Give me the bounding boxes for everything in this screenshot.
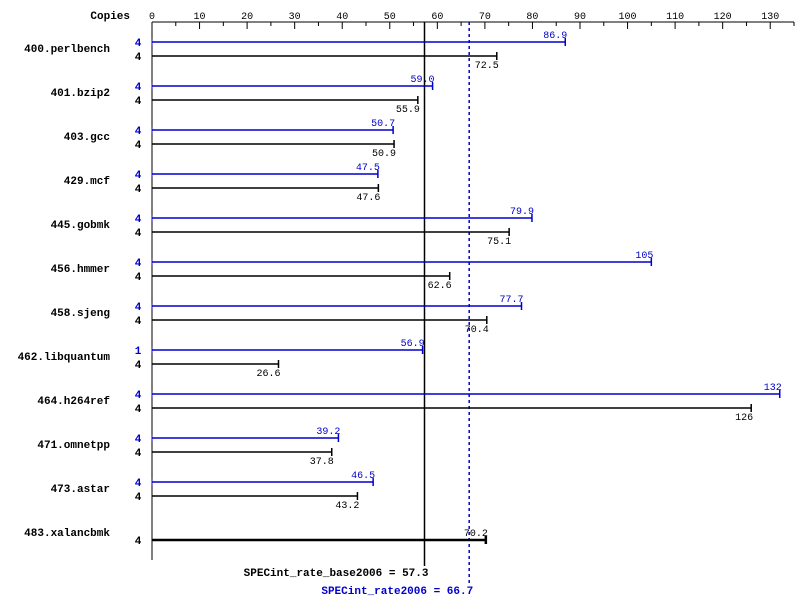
peak-value: 132 — [764, 383, 782, 394]
peak-value: 47.5 — [356, 163, 380, 174]
copies-header: Copies — [90, 11, 130, 23]
axis-tick-label: 130 — [761, 12, 779, 23]
peak-value: 50.7 — [371, 119, 395, 130]
benchmark-label: 462.libquantum — [18, 352, 111, 364]
benchmark-label: 401.bzip2 — [51, 88, 110, 100]
axis-tick-label: 70 — [479, 12, 491, 23]
benchmark-label: 403.gcc — [64, 132, 110, 144]
peak-copies: 4 — [135, 126, 142, 138]
benchmark-label: 400.perlbench — [24, 44, 110, 56]
benchmark-label: 429.mcf — [64, 176, 111, 188]
base-value: 37.8 — [310, 457, 334, 468]
peak-copies: 4 — [135, 170, 142, 182]
peak-copies: 4 — [135, 214, 142, 226]
peak-copies: 4 — [135, 82, 142, 94]
peak-value: 39.2 — [316, 427, 340, 438]
axis-tick-label: 0 — [149, 12, 155, 23]
peak-value: 79.9 — [510, 207, 534, 218]
peak-value: 59.0 — [411, 75, 435, 86]
footer-peak: SPECint_rate2006 = 66.7 — [321, 586, 473, 598]
axis-tick-label: 100 — [619, 12, 637, 23]
peak-value: 77.7 — [499, 295, 523, 306]
base-value: 62.6 — [428, 281, 452, 292]
axis-tick-label: 90 — [574, 12, 586, 23]
base-copies: 4 — [135, 184, 142, 196]
base-value: 50.9 — [372, 149, 396, 160]
peak-copies: 4 — [135, 390, 142, 402]
base-copies: 4 — [135, 404, 142, 416]
axis-tick-label: 30 — [289, 12, 301, 23]
axis-tick-label: 20 — [241, 12, 253, 23]
peak-copies: 4 — [135, 38, 142, 50]
base-copies: 4 — [135, 536, 142, 548]
base-value: 126 — [735, 413, 753, 424]
axis-tick-label: 50 — [384, 12, 396, 23]
peak-value: 105 — [635, 251, 653, 262]
base-copies: 4 — [135, 492, 142, 504]
benchmark-label: 464.h264ref — [37, 396, 110, 408]
base-value: 43.2 — [335, 501, 359, 512]
benchmark-label: 473.astar — [51, 484, 110, 496]
base-copies: 4 — [135, 52, 142, 64]
footer-base: SPECint_rate_base2006 = 57.3 — [244, 568, 429, 580]
peak-copies: 1 — [135, 346, 142, 358]
peak-value: 56.9 — [401, 339, 425, 350]
base-copies: 4 — [135, 96, 142, 108]
base-value: 70.2 — [464, 529, 488, 540]
axis-tick-label: 40 — [336, 12, 348, 23]
base-value: 47.6 — [356, 193, 380, 204]
benchmark-label: 483.xalancbmk — [24, 528, 110, 540]
axis-tick-label: 80 — [526, 12, 538, 23]
peak-copies: 4 — [135, 258, 142, 270]
base-copies: 4 — [135, 140, 142, 152]
benchmark-label: 445.gobmk — [51, 220, 111, 232]
axis-tick-label: 10 — [194, 12, 206, 23]
peak-copies: 4 — [135, 302, 142, 314]
peak-value: 46.5 — [351, 471, 375, 482]
base-value: 55.9 — [396, 105, 420, 116]
axis-tick-label: 110 — [666, 12, 684, 23]
base-value: 72.5 — [475, 61, 499, 72]
base-copies: 4 — [135, 360, 142, 372]
base-copies: 4 — [135, 448, 142, 460]
base-copies: 4 — [135, 316, 142, 328]
benchmark-label: 456.hmmer — [51, 264, 110, 276]
peak-copies: 4 — [135, 434, 142, 446]
base-copies: 4 — [135, 272, 142, 284]
peak-copies: 4 — [135, 478, 142, 490]
axis-tick-label: 60 — [431, 12, 443, 23]
base-value: 26.6 — [256, 369, 280, 380]
base-value: 75.1 — [487, 237, 511, 248]
benchmark-label: 471.omnetpp — [37, 440, 110, 452]
benchmark-label: 458.sjeng — [51, 308, 110, 320]
peak-value: 86.9 — [543, 31, 567, 42]
axis-tick-label: 120 — [714, 12, 732, 23]
base-copies: 4 — [135, 228, 142, 240]
base-value: 70.4 — [465, 325, 489, 336]
spec-rate-chart: 0 10 20 30 40 50 60 70 80 90 100 110 120 130 Copies 400… — [0, 0, 799, 606]
